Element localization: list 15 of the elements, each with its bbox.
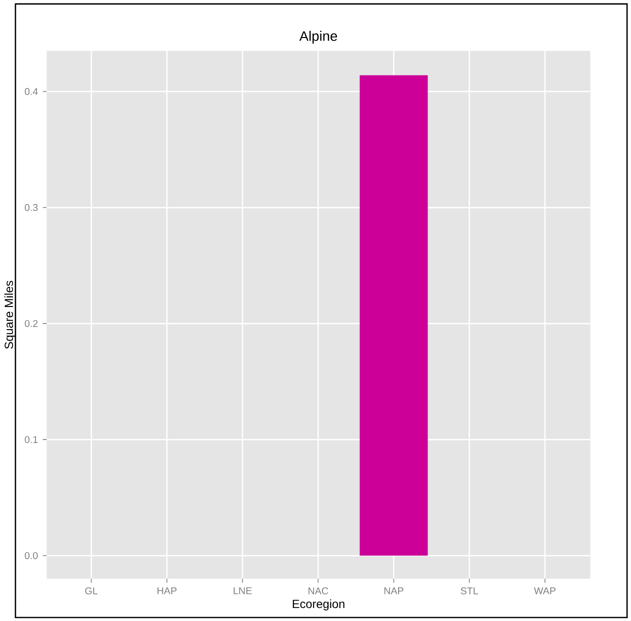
x-tick-label: LNE — [234, 587, 252, 594]
x-tick-label: GL — [85, 587, 98, 594]
x-tick-label: WAP — [534, 587, 556, 594]
y-tick-label: 0.3 — [24, 204, 38, 211]
x-tick-label: NAC — [308, 587, 328, 594]
x-tick-label: STL — [460, 587, 478, 594]
y-tick-label: 0.4 — [24, 88, 38, 95]
x-tick-label: NAP — [384, 587, 404, 594]
x-axis-title: Ecoregion — [292, 599, 344, 610]
x-tick-label: HAP — [158, 587, 177, 594]
y-tick-label: 0.0 — [24, 552, 38, 559]
y-tick-label: 0.1 — [24, 436, 38, 443]
y-tick-label: 0.2 — [24, 320, 38, 327]
chart-title: Alpine — [299, 30, 338, 44]
y-axis-title: Square Miles — [4, 280, 16, 349]
